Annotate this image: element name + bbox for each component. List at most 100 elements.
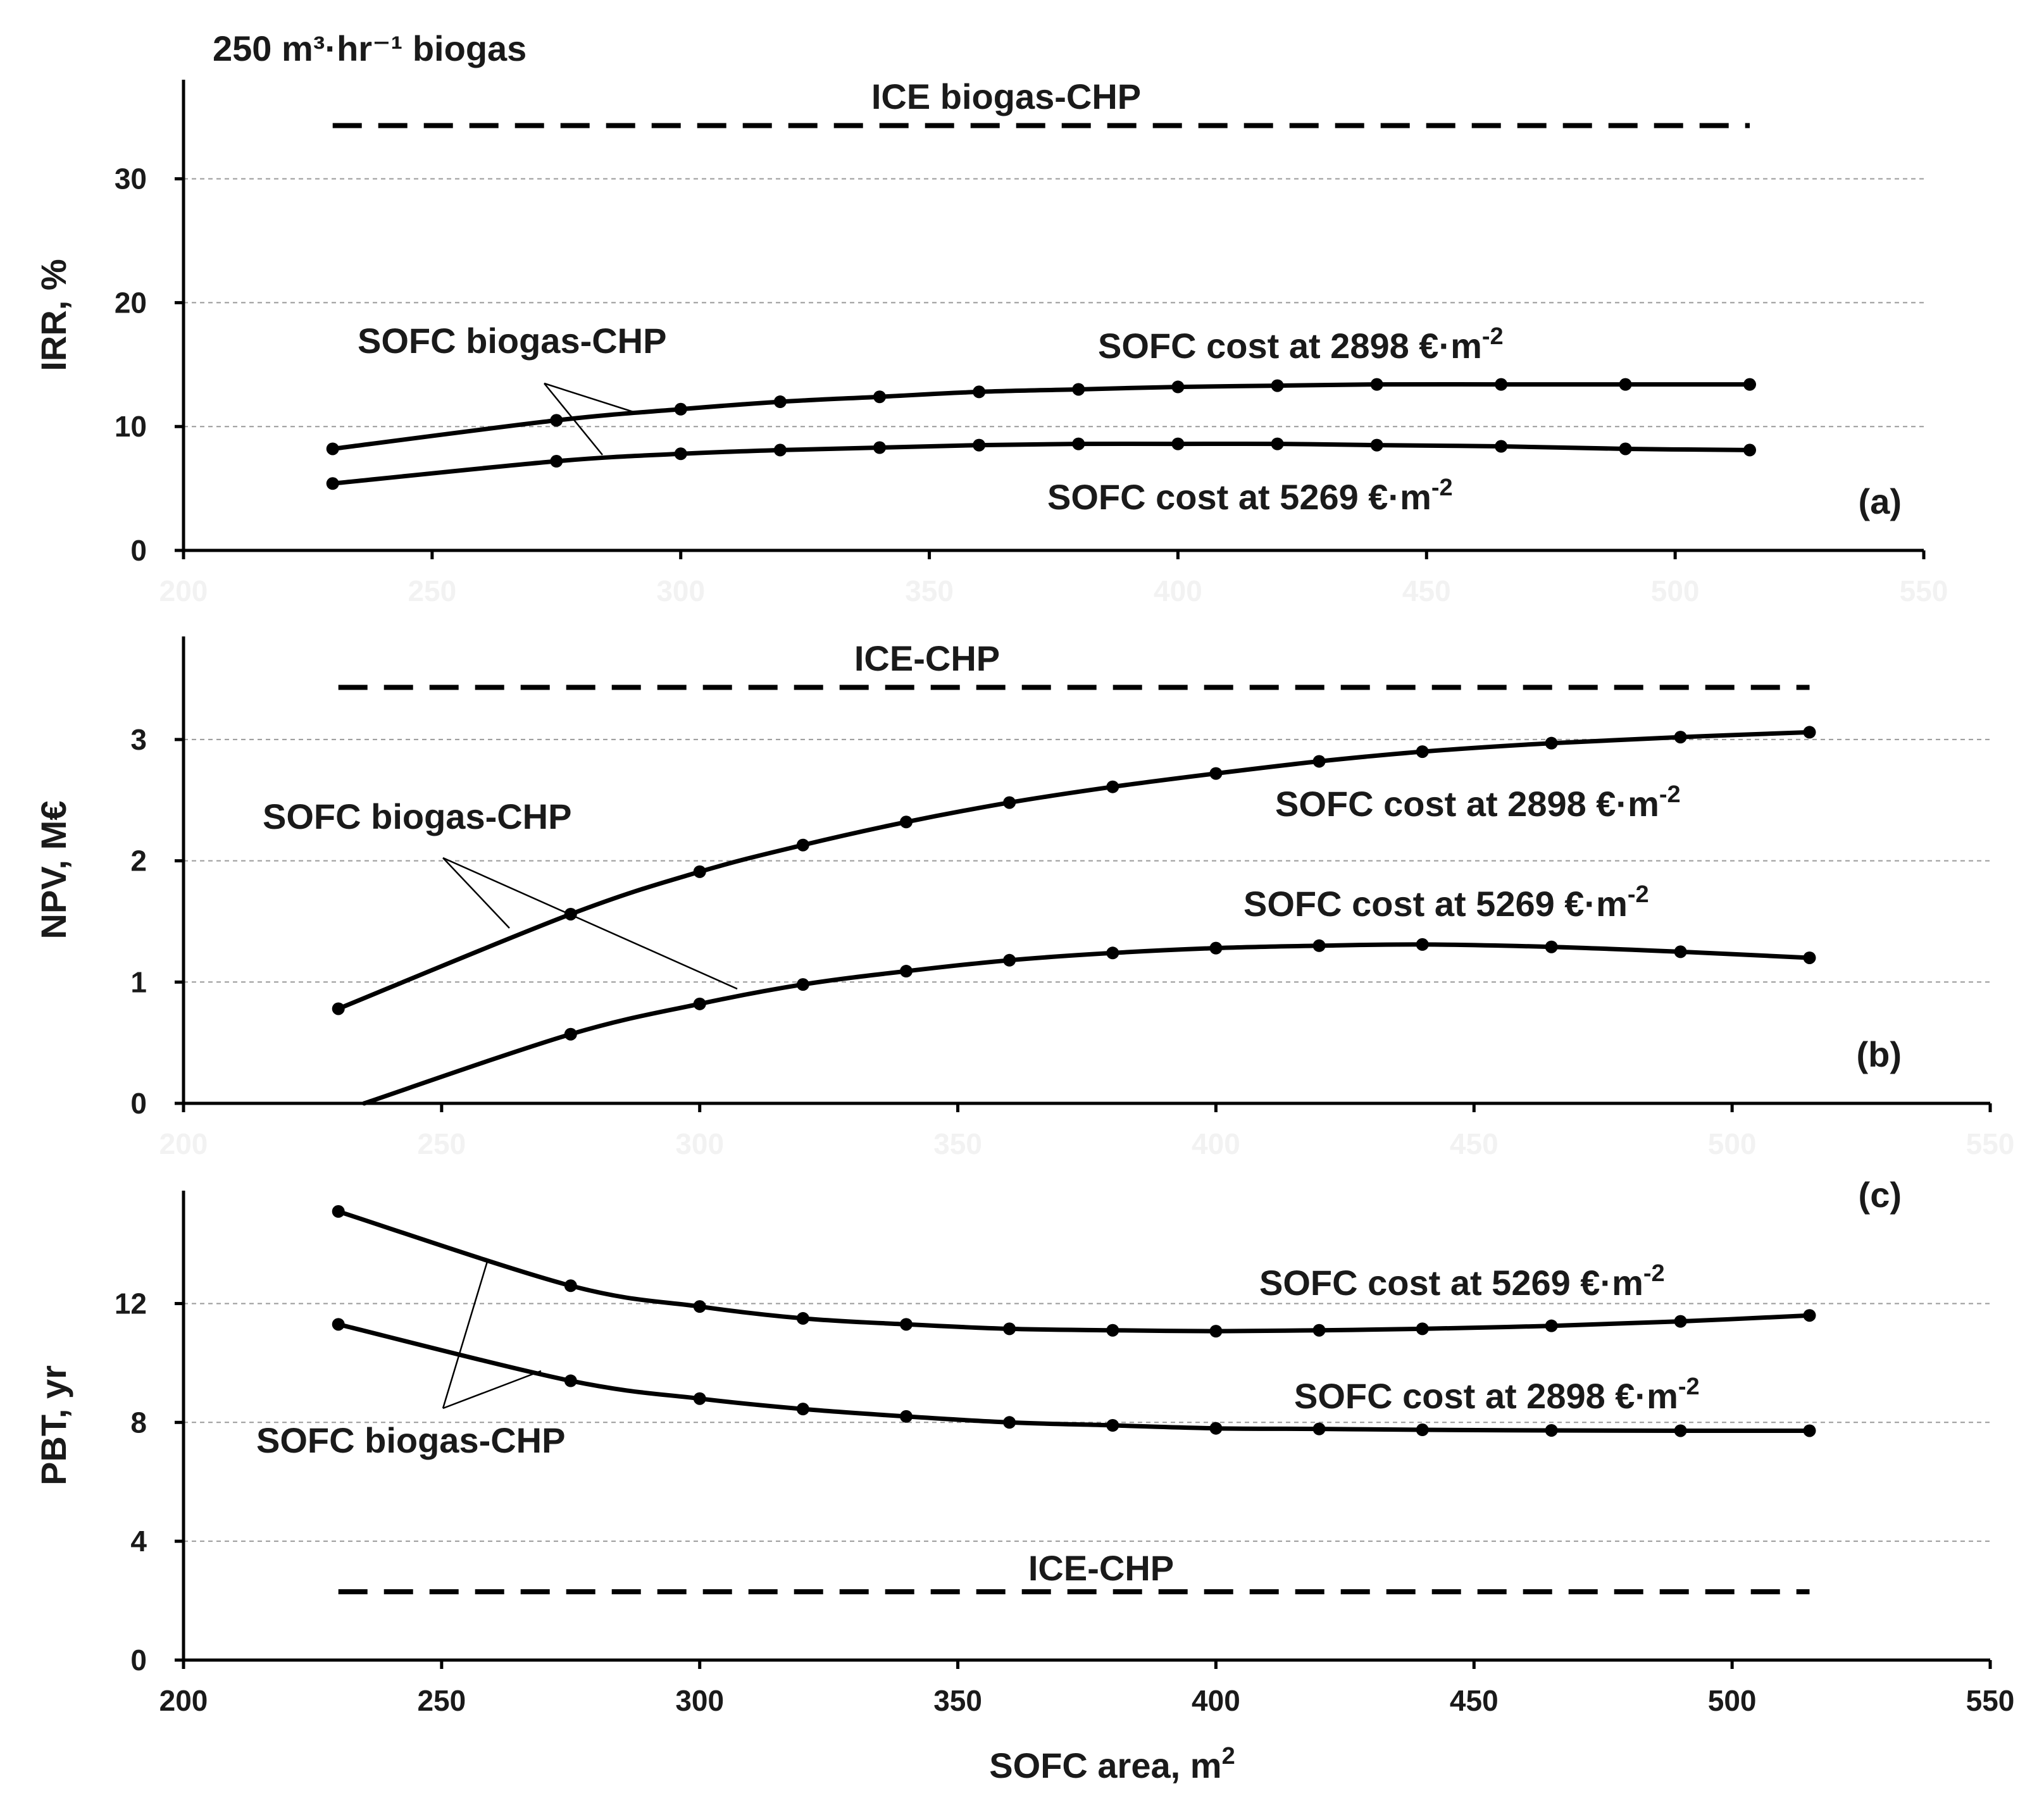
x-tick-label: 350 [933,1127,982,1160]
figure-title: 250 m³·hr⁻¹ biogas [213,28,527,68]
data-point [1072,437,1085,450]
x-tick-label: 500 [1708,1127,1757,1160]
y-tick-label: 3 [130,723,147,756]
y-tick-label: 4 [130,1525,147,1558]
reference-label: ICE-CHP [854,638,1000,678]
data-point [1003,1322,1016,1336]
x-tick-label: 450 [1402,574,1451,607]
data-point [1416,1423,1429,1437]
data-point [773,395,787,409]
panel-a: 0 10 20 30 200 250 300 350 400 450 500 550 IRR, % ICE… [34,77,1948,607]
x-tick-label: 400 [1192,1127,1240,1160]
leader-line [544,382,640,415]
data-point [973,438,986,452]
data-point [1743,378,1756,391]
data-point [1171,380,1185,394]
data-point [796,1403,809,1416]
data-point [332,1002,345,1015]
data-point [796,838,809,852]
data-point [900,1318,913,1331]
panel-label: (c) [1859,1175,1902,1215]
x-tick-label: 250 [417,1684,466,1717]
data-point [900,1410,913,1423]
leader-line [442,1261,489,1409]
y-tick-label: 20 [115,286,147,319]
data-point [1416,745,1429,759]
x-tick-label: 450 [1450,1127,1499,1160]
data-point [1803,726,1816,739]
data-point [1072,383,1085,396]
data-point [796,1311,809,1325]
x-tick-label: 500 [1651,574,1700,607]
data-point [1674,1315,1687,1328]
x-tick-label: 250 [408,574,456,607]
panel-b: 0 1 2 3 200 250 300 350 400 450 500 550 NPV, M€ ICE-C… [34,636,2014,1160]
data-point [1803,951,1816,964]
x-tick-label: 400 [1154,574,1202,607]
data-point [674,402,687,416]
x-tick-label: 550 [1966,1127,2015,1160]
data-point [1312,755,1326,768]
data-point [1416,938,1429,951]
data-point [1495,378,1508,391]
data-point [1674,945,1687,958]
leader-line [442,1370,542,1410]
x-tick-label: 200 [159,1684,208,1717]
panel-c: 0 4 8 12 200 250 300 350 400 450 500 550 PBT, yr SOFC… [34,1175,2014,1785]
data-point [1545,736,1558,750]
x-tick-label: 550 [1966,1684,2015,1717]
data-point [900,965,913,978]
x-tick-label: 300 [675,1684,724,1717]
data-point [773,443,787,457]
x-tick-label: 300 [656,574,705,607]
data-point [1545,1319,1558,1332]
y-axis-title: IRR, % [34,259,73,371]
y-axis-title: NPV, M€ [34,801,73,939]
x-tick-label: 350 [905,574,954,607]
data-point [332,1205,345,1218]
data-point [873,390,886,404]
data-point [674,447,687,461]
panel-label: (b) [1856,1034,1902,1074]
x-axis-title: SOFC area, m2 [989,1743,1235,1785]
y-tick-label: 12 [115,1287,147,1320]
data-point [1003,796,1016,809]
data-point [1803,1424,1816,1437]
series-label: SOFC cost at 5269 €·m-2 [1259,1260,1665,1303]
data-point [973,385,986,399]
data-point [1416,1322,1429,1336]
data-point [1271,437,1284,450]
data-point [1106,780,1119,793]
data-point [1674,1424,1687,1437]
y-tick-label: 10 [115,410,147,443]
reference-label: ICE-CHP [1028,1548,1174,1588]
group-label: SOFC biogas-CHP [263,797,571,836]
data-point [1312,1422,1326,1435]
data-point [1803,1309,1816,1322]
data-point [1209,1325,1223,1338]
data-point [1674,731,1687,744]
data-point [1209,941,1223,955]
data-point [1209,767,1223,780]
data-point [1370,438,1383,452]
data-point [693,997,706,1010]
x-tick-label: 200 [159,1127,208,1160]
series-label: SOFC cost at 2898 €·m-2 [1098,323,1504,366]
series-label: SOFC cost at 2898 €·m-2 [1294,1373,1700,1416]
data-point [1619,378,1632,391]
series-line [330,441,1752,486]
data-point [796,978,809,991]
x-tick-label: 400 [1192,1684,1240,1717]
data-point [873,441,886,454]
data-point [1171,437,1185,450]
x-tick-label: 550 [1900,574,1948,607]
y-tick-label: 0 [130,534,147,567]
data-point [564,1374,577,1387]
x-tick-label: 350 [933,1684,982,1717]
data-point [1106,1324,1119,1337]
data-point [326,442,339,456]
y-tick-label: 1 [130,965,147,998]
data-point [1312,1324,1326,1337]
series-line [336,729,1812,1011]
